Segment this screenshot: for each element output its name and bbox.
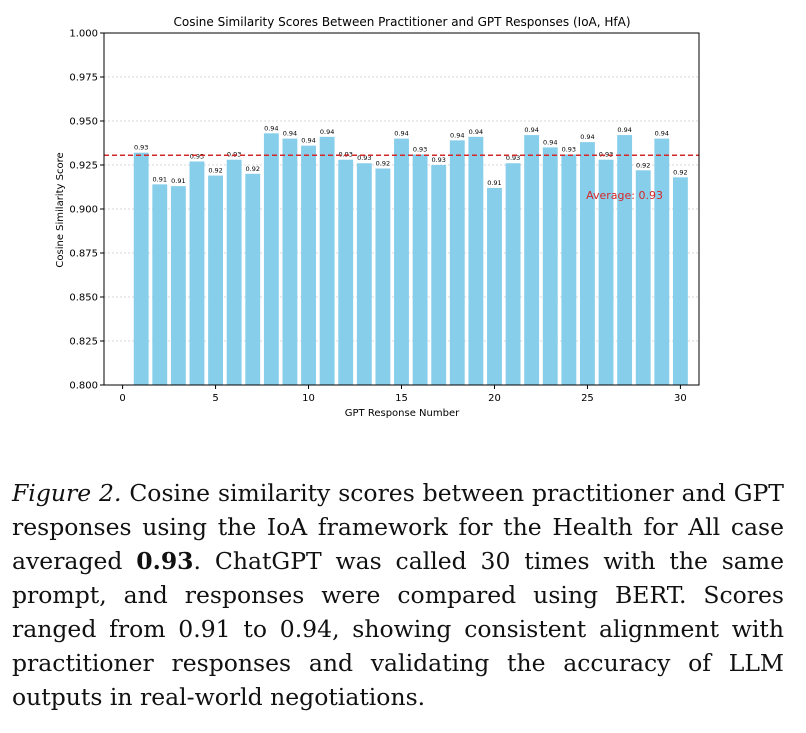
bar-value-label: 0.92: [376, 160, 390, 168]
bar-value-label: 0.94: [469, 128, 483, 136]
bar-value-label: 0.93: [599, 151, 613, 159]
bar: [431, 165, 447, 385]
bar: [338, 159, 354, 385]
bar: [356, 163, 372, 385]
bar: [598, 159, 614, 385]
bar-value-label: 0.94: [320, 128, 334, 136]
chart-title: Cosine Similarity Scores Between Practit…: [173, 15, 630, 29]
bar-value-label: 0.94: [301, 137, 315, 145]
bar: [301, 145, 316, 385]
bar: [170, 186, 186, 385]
caption-text-after: . ChatGPT was called 30 times with the s…: [12, 547, 784, 711]
bar-value-label: 0.94: [524, 126, 538, 134]
y-tick-label: 0.900: [69, 205, 98, 216]
bar-value-label: 0.91: [487, 179, 501, 187]
bar-value-label: 0.94: [655, 130, 669, 138]
bar: [133, 152, 149, 385]
bar: [263, 133, 279, 385]
figure-caption: Figure 2. Cosine similarity scores betwe…: [12, 476, 784, 714]
bar-value-label: 0.92: [636, 161, 650, 169]
bar-value-label: 0.92: [208, 167, 222, 175]
bar-value-label: 0.94: [450, 131, 464, 139]
y-tick-label: 0.875: [69, 249, 98, 260]
y-tick-label: 0.975: [69, 73, 98, 84]
y-axis-ticks: 0.800 0.825 0.850 0.875 0.900 0.925 0.950 0.975…: [69, 29, 104, 392]
bar: [375, 168, 391, 385]
bar: [412, 154, 428, 385]
caption-bold-value: 0.93: [136, 547, 194, 575]
bar: [226, 159, 242, 385]
caption-text-before: Cosine similarity scores between practit…: [12, 479, 784, 575]
bar: [617, 135, 633, 385]
bar-value-label: 0.93: [357, 154, 371, 162]
bar-chart: Cosine Similarity Scores Between Practit…: [55, 15, 700, 419]
y-axis-label: Cosine Similarity Score: [55, 152, 66, 267]
bar: [635, 170, 651, 385]
bar: [524, 135, 540, 385]
bar: [654, 138, 670, 385]
bar-value-label: 0.94: [580, 133, 594, 141]
x-tick-label: 25: [581, 393, 594, 404]
bar-value-label: 0.94: [264, 124, 278, 132]
y-tick-label: 0.950: [69, 117, 98, 128]
bar: [487, 187, 502, 385]
x-axis-ticks: 0 5 10 15 20 25 30: [119, 385, 687, 404]
bar: [672, 177, 688, 385]
bar: [245, 173, 261, 385]
average-label: Average: 0.93: [586, 189, 663, 202]
y-tick-label: 1.000: [69, 29, 98, 40]
bar-value-label: 0.93: [134, 144, 148, 152]
bar-value-label: 0.94: [617, 126, 631, 134]
bar-value-label: 0.93: [413, 145, 427, 153]
x-tick-label: 0: [119, 393, 125, 404]
bar: [561, 154, 577, 385]
x-axis-label: GPT Response Number: [345, 408, 460, 419]
y-tick-label: 0.825: [69, 337, 98, 348]
y-tick-label: 0.850: [69, 293, 98, 304]
bar: [319, 136, 335, 385]
bar-value-label: 0.92: [246, 165, 260, 173]
x-tick-label: 5: [212, 393, 218, 404]
bar-value-labels: 0.93 0.91 0.91 0.93 0.92 0.93 0.92 0.94 0.94 0.94…: [134, 124, 688, 187]
bar: [468, 136, 484, 385]
bar: [394, 138, 409, 385]
bar: [580, 142, 595, 385]
bar-value-label: 0.91: [171, 177, 185, 185]
bar: [542, 147, 558, 385]
x-tick-label: 15: [395, 393, 408, 404]
bar-value-label: 0.91: [153, 175, 167, 183]
bar: [189, 161, 205, 385]
bar: [505, 163, 521, 385]
bar: [152, 184, 168, 385]
bar: [449, 140, 465, 385]
y-tick-label: 0.800: [69, 381, 98, 392]
bar-value-label: 0.94: [283, 130, 297, 138]
bar-value-label: 0.93: [431, 156, 445, 164]
bar-value-label: 0.93: [562, 145, 576, 153]
bars: [133, 133, 688, 385]
x-tick-label: 10: [302, 393, 315, 404]
y-tick-label: 0.925: [69, 161, 98, 172]
bar: [208, 175, 223, 385]
x-tick-label: 20: [488, 393, 501, 404]
bar-value-label: 0.92: [673, 168, 687, 176]
bar-value-label: 0.93: [506, 154, 520, 162]
bar: [282, 138, 298, 385]
chart-figure: Cosine Similarity Scores Between Practit…: [55, 15, 700, 419]
bar-value-label: 0.94: [543, 138, 557, 146]
caption-label: Figure 2.: [12, 479, 122, 507]
bar-value-label: 0.94: [394, 130, 408, 138]
bar-value-label: 0.93: [190, 152, 204, 160]
x-tick-label: 30: [674, 393, 687, 404]
